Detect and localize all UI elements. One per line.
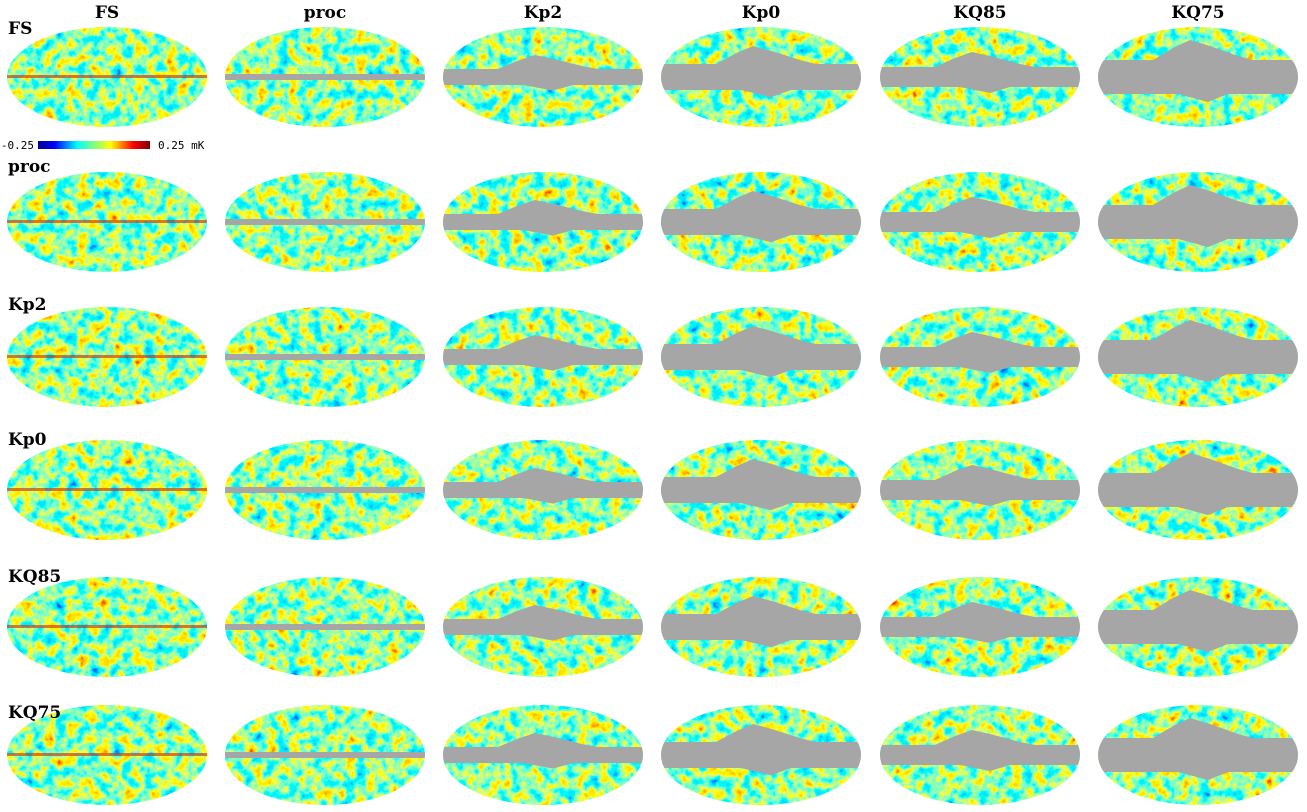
sky-map [225,440,425,540]
figure: -0.25 0.25 mK FS proc Kp2 Kp0 KQ85 KQ75 FS proc… [0,0,1307,812]
galactic-mask [225,354,425,360]
colorbar [38,141,150,149]
sky-map [225,27,425,127]
sky-map [880,27,1080,127]
column-label: KQ75 [1171,3,1224,23]
sky-map [225,577,425,677]
galactic-plane [7,220,207,223]
row-label: Kp0 [8,430,47,450]
sky-map [225,172,425,272]
colorbar-min: -0.25 [1,139,34,152]
row-label: proc [8,157,51,177]
sky-map [443,172,643,272]
sky-map [880,705,1080,805]
row-label: KQ85 [8,567,61,587]
sky-map [1098,440,1298,540]
sky-map [225,705,425,805]
sky-map [880,172,1080,272]
sky-map [443,577,643,677]
galactic-mask [225,487,425,493]
row-label: FS [8,19,32,39]
sky-map [7,577,207,677]
sky-map [443,705,643,805]
sky-map [1098,307,1298,407]
row-label: KQ75 [8,703,61,723]
colorbar-max: 0.25 mK [158,139,205,152]
sky-map [880,307,1080,407]
galactic-plane [7,625,207,628]
column-label: Kp2 [524,3,563,23]
column-label: proc [304,3,347,23]
row-label: Kp2 [8,295,47,315]
sky-map [7,27,207,127]
sky-map [661,577,861,677]
sky-map [661,27,861,127]
sky-map [443,307,643,407]
galactic-mask [225,624,425,630]
sky-map [661,440,861,540]
sky-map [1098,577,1298,677]
galactic-mask [225,74,425,80]
sky-map [661,705,861,805]
sky-map [7,172,207,272]
sky-map [661,307,861,407]
galactic-plane [7,355,207,358]
galactic-plane [7,753,207,756]
galactic-plane [7,75,207,78]
column-label: FS [95,3,119,23]
column-label: KQ85 [953,3,1006,23]
sky-map [1098,27,1298,127]
column-label: Kp0 [742,3,781,23]
sky-map [7,307,207,407]
galactic-mask [225,752,425,758]
sky-map [225,307,425,407]
sky-map [443,440,643,540]
sky-map [1098,172,1298,272]
sky-map [661,172,861,272]
sky-map [7,440,207,540]
sky-map [880,577,1080,677]
galactic-plane [7,488,207,491]
sky-map [443,27,643,127]
galactic-mask [225,219,425,225]
sky-map [880,440,1080,540]
sky-map [1098,705,1298,805]
